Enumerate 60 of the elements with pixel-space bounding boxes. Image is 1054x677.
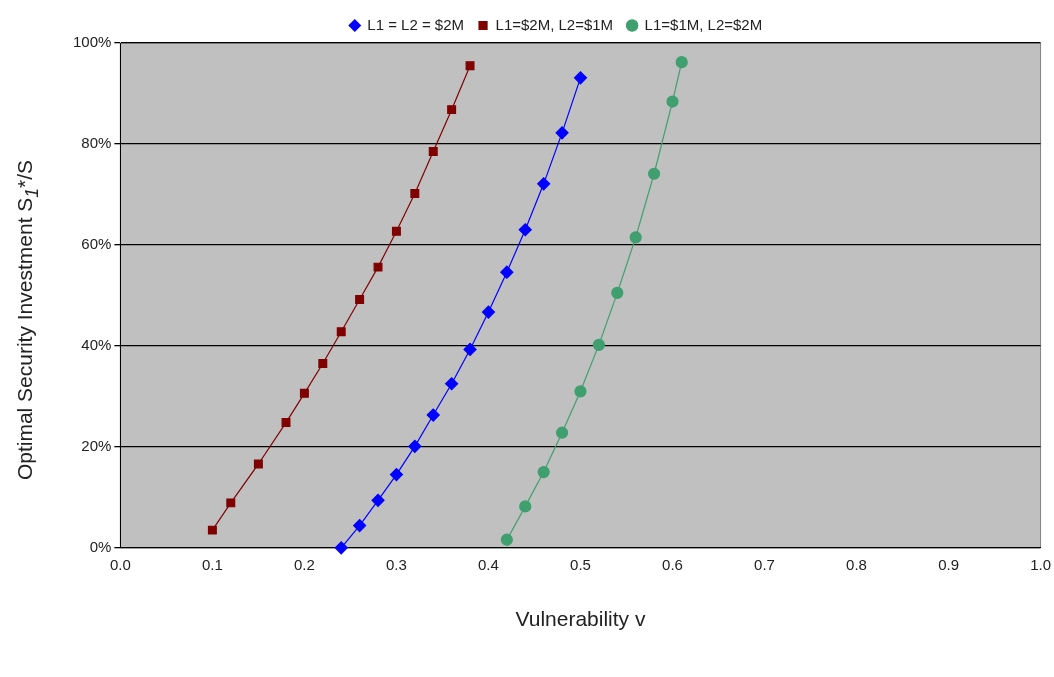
legend-label: L1 = L2 = $2M	[367, 15, 465, 33]
point	[481, 305, 496, 319]
point	[281, 418, 291, 428]
point	[518, 223, 532, 237]
point	[447, 105, 457, 115]
point	[592, 338, 605, 351]
x-tick-label: 0.6	[662, 555, 683, 573]
point	[573, 71, 588, 85]
point	[647, 167, 661, 180]
y-tick-label: 40%	[81, 336, 112, 354]
x-tick-label: 0.4	[478, 555, 499, 573]
y-tick-label: 100%	[72, 33, 112, 51]
point	[675, 56, 688, 69]
point	[465, 61, 475, 71]
point	[537, 465, 550, 479]
point	[253, 459, 263, 469]
x-axis-title: Vulnerability v	[515, 607, 646, 631]
point	[555, 426, 569, 439]
x-tick-label: 0.9	[938, 555, 959, 573]
point	[574, 385, 587, 398]
point	[611, 286, 624, 299]
point	[445, 377, 459, 391]
point	[336, 327, 346, 337]
point	[555, 126, 569, 140]
x-tick-label: 0.1	[201, 555, 223, 573]
x-tick-label: 0.2	[293, 555, 315, 573]
point	[500, 265, 514, 279]
x-tick-label: 1.0	[1030, 555, 1051, 573]
y-tick-label: 0%	[89, 537, 112, 555]
legend-label: L1=$2M, L2=$1M	[495, 15, 614, 33]
point	[389, 468, 404, 482]
point	[410, 188, 420, 198]
point	[371, 493, 385, 507]
x-tick-label: 0.8	[846, 555, 867, 573]
point	[519, 500, 532, 513]
legend-label: L1=$1M, L2=$2M	[644, 15, 763, 33]
point	[428, 147, 438, 157]
x-tick-label: 0.7	[754, 555, 775, 573]
point	[226, 498, 236, 508]
point	[373, 262, 383, 272]
point	[299, 388, 309, 398]
point	[629, 231, 642, 244]
point	[391, 226, 401, 236]
point	[334, 541, 348, 555]
point	[500, 533, 513, 546]
point	[426, 408, 440, 422]
y-tick-label: 20%	[81, 436, 112, 454]
point	[207, 525, 217, 535]
x-tick-label: 0.5	[570, 555, 591, 573]
point	[666, 95, 679, 108]
point	[353, 518, 367, 533]
point	[408, 439, 422, 453]
point	[318, 359, 328, 369]
x-tick-label: 0.0	[109, 555, 131, 573]
y-tick-label: 60%	[81, 235, 112, 253]
x-tick-label: 0.3	[386, 555, 407, 573]
point	[463, 342, 477, 357]
point	[355, 294, 365, 304]
y-tick-label: 80%	[81, 134, 112, 152]
point	[537, 177, 551, 191]
